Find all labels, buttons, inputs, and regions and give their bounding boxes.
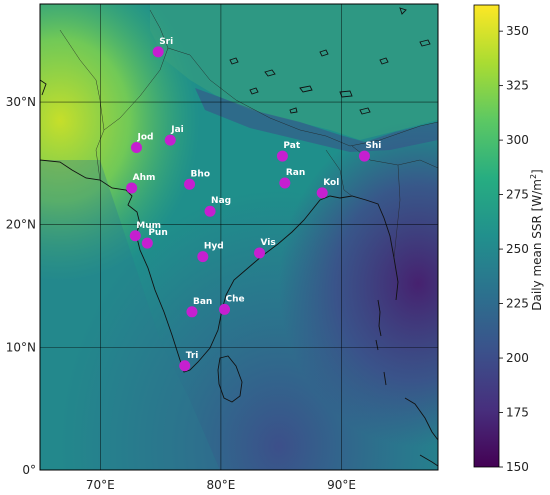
city-marker [204, 205, 216, 217]
colorbar-tick-label: 150 [506, 460, 529, 474]
city-jai: Jai [164, 125, 184, 146]
colorbar-tick-label: 225 [506, 297, 529, 311]
city-label: Jai [170, 125, 184, 135]
city-label: Jod [136, 132, 153, 142]
colorbar-tick-label: 250 [506, 242, 529, 256]
city-marker [126, 182, 138, 194]
city-vis: Vis [254, 238, 276, 259]
city-marker [316, 187, 328, 199]
city-ahm: Ahm [126, 173, 155, 194]
city-marker [186, 306, 198, 318]
city-marker [254, 247, 266, 259]
longitude-tick-labels: 70°E 80°E 90°E [86, 478, 356, 492]
city-jod: Jod [130, 132, 153, 153]
city-marker [197, 251, 209, 263]
city-label: Hyd [204, 242, 224, 252]
andaman-islands [375, 299, 387, 386]
city-label: Ban [193, 297, 212, 307]
colorbar-tick-label: 350 [506, 24, 529, 38]
city-bho: Bho [184, 169, 210, 190]
himalaya-region [150, 4, 438, 140]
city-label: Ran [286, 168, 305, 178]
city-marker [130, 141, 142, 153]
map-gridlines [40, 4, 438, 470]
colorbar-label: Daily mean SSR [W/m2] [529, 169, 544, 310]
sumatra-coastline [404, 397, 438, 467]
lat-tick-label: 20°N [6, 218, 36, 232]
colorbar-tick-label: 300 [506, 133, 529, 147]
city-che: Che [219, 294, 245, 315]
lon-tick-label: 90°E [327, 478, 356, 492]
city-marker [164, 134, 176, 146]
city-nag: Nag [204, 196, 231, 217]
city-marker [358, 150, 370, 162]
colorbar-tick-label: 200 [506, 351, 529, 365]
colorbar-tick-label: 175 [506, 406, 529, 420]
city-label: Pun [148, 228, 167, 238]
city-pun: Pun [141, 228, 168, 249]
city-marker [179, 360, 191, 372]
city-ban: Ban [186, 297, 212, 318]
colorbar-gradient [473, 4, 500, 468]
city-marker [276, 150, 288, 162]
city-hyd: Hyd [197, 242, 224, 263]
lat-tick-label: 30°N [6, 95, 36, 109]
city-pat: Pat [276, 141, 301, 162]
city-marker [152, 46, 164, 58]
city-kol: Kol [316, 178, 339, 199]
himalaya-foothill-low-ssr [195, 88, 438, 152]
city-label: Vis [261, 238, 276, 248]
colorbar-tick-label: 325 [506, 79, 529, 93]
sri-lanka-coastline [217, 355, 243, 403]
map-frame [39, 3, 439, 471]
lon-tick-label: 80°E [206, 478, 235, 492]
lat-tick-label: 10°N [6, 340, 36, 354]
city-label: Mum [136, 221, 161, 231]
city-marker [219, 303, 231, 315]
arabian-sea-region [40, 160, 220, 470]
lon-tick-label: 70°E [86, 478, 115, 492]
city-marker [184, 178, 196, 190]
colorbar: 150 175 200 225 250 275 300 325 350 Daily mean S… [473, 4, 544, 474]
city-label: Tri [186, 351, 199, 361]
city-label: Nag [211, 196, 231, 206]
city-label: Ahm [133, 173, 156, 183]
city-label: Bho [191, 169, 210, 179]
city-label: Pat [283, 141, 300, 151]
city-marker [129, 230, 141, 242]
country-borders [59, 9, 438, 259]
city-label: Kol [323, 178, 339, 188]
lat-tick-label: 0° [22, 463, 36, 477]
city-label: Sri [159, 37, 173, 47]
persian-gulf-coast [40, 79, 47, 96]
city-sri: Sri [152, 37, 173, 58]
city-marker [141, 237, 153, 249]
city-marker [279, 177, 291, 189]
colorbar-tick-label: 275 [506, 188, 529, 202]
colorbar-ticks: 150 175 200 225 250 275 300 325 350 [499, 24, 529, 474]
city-mum: Mum [129, 221, 161, 242]
latitude-tick-labels: 0° 10°N 20°N 30°N [6, 95, 36, 477]
plateau-lakes [229, 7, 431, 115]
city-label: Che [226, 294, 245, 304]
city-tri: Tri [179, 351, 198, 372]
city-ran: Ran [279, 168, 305, 189]
city-label: Shi [365, 141, 381, 151]
city-shi: Shi [358, 141, 381, 162]
